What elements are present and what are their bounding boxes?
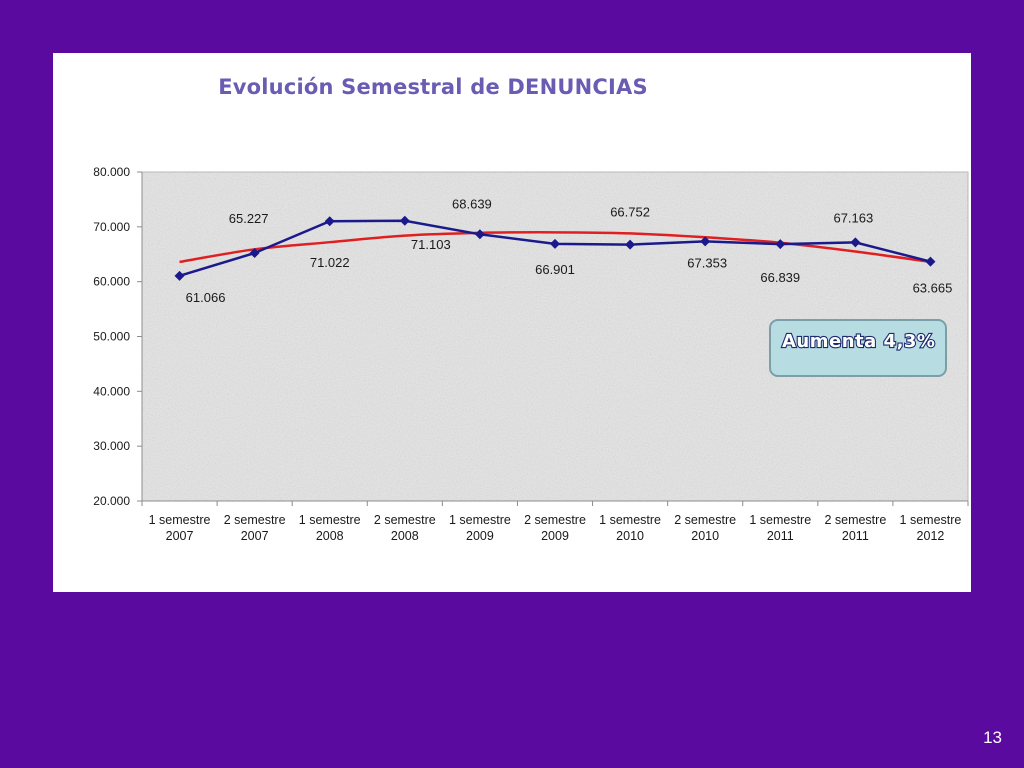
data-label: 67.353 (687, 255, 727, 270)
data-point-marker (399, 215, 410, 226)
data-label: 66.901 (535, 262, 575, 277)
x-tick-label: 1 semestre 2008 (299, 513, 361, 543)
data-point-marker (625, 239, 636, 250)
chart-title: Evolución Semestral de DENUNCIAS (218, 75, 648, 99)
y-tick-label: 40.000 (93, 384, 130, 398)
data-point-marker (174, 270, 185, 281)
y-tick-label: 60.000 (93, 275, 130, 289)
x-tick-label: 1 semestre 2010 (599, 513, 661, 543)
data-point-marker (850, 237, 861, 248)
data-label: 71.022 (310, 255, 350, 270)
data-point-marker (550, 238, 560, 249)
data-label: 68.639 (452, 196, 492, 211)
x-tick-label: 1 semestre 2011 (749, 513, 811, 543)
x-tick-label: 1 semestre 2009 (449, 513, 511, 543)
y-tick-label: 70.000 (93, 220, 130, 234)
x-tick-label: 2 semestre 2011 (824, 513, 886, 543)
trendline (179, 231, 931, 264)
x-tick-label: 1 semestre 2007 (149, 513, 211, 543)
page-number: 13 (983, 728, 1002, 747)
data-point-marker (474, 229, 485, 240)
x-tick-label: 2 semestre 2010 (674, 513, 736, 543)
x-tick-label: 1 semestre 2012 (900, 513, 962, 543)
data-point-marker (249, 248, 260, 259)
data-point-marker (324, 216, 335, 227)
data-label: 63.665 (913, 281, 953, 296)
line-chart: 20.000 30.000 40.000 50.000 60.000 70.000 80.0… (93, 165, 969, 543)
x-tick-label: 2 semestre 2008 (374, 513, 436, 543)
data-point-marker (925, 256, 936, 267)
data-label: 67.163 (833, 210, 873, 225)
annotation-box (769, 319, 947, 377)
chart-panel: Evolución Semestral de DENUNCIAS 20.000 3… (53, 53, 971, 592)
data-label: 66.752 (610, 205, 650, 220)
y-tick-label: 80.000 (93, 165, 130, 179)
y-tick-label: 20.000 (93, 494, 130, 508)
annotation-text: Aumenta 4,3% (782, 331, 935, 352)
data-label: 61.066 (186, 290, 226, 305)
x-tick-label: 2 semestre 2007 (224, 513, 286, 543)
y-tick-label: 30.000 (93, 439, 130, 453)
y-tick-label: 50.000 (93, 330, 130, 344)
data-point-marker (700, 236, 711, 247)
data-point-marker (775, 239, 786, 250)
data-label: 65.227 (229, 211, 269, 226)
data-label: 71.103 (411, 237, 451, 252)
x-tick-label: 2 semestre 2009 (524, 513, 586, 543)
data-label: 66.839 (760, 270, 800, 285)
